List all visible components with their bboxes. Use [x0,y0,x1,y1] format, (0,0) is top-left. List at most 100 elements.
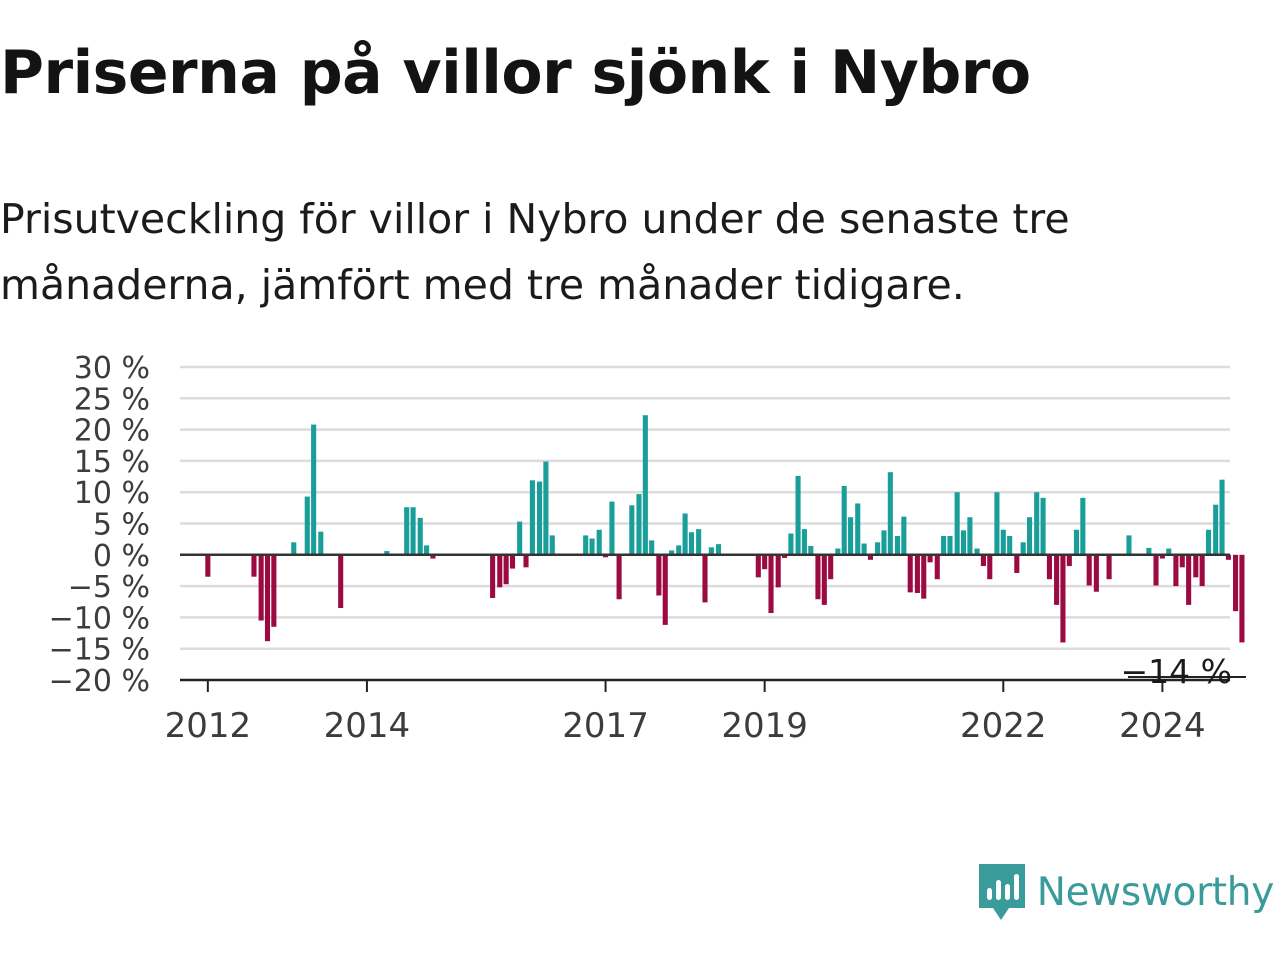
bar [291,542,297,555]
bar [509,554,516,569]
bar [258,554,264,621]
bar [954,492,960,555]
bar [1046,554,1052,580]
bar [960,530,967,555]
gridlines [180,365,1230,650]
bar [1173,554,1179,587]
bar [768,554,774,614]
y-tick-label: −10 % [49,601,150,636]
bar [1034,492,1040,555]
bar [795,475,801,555]
y-tick-label: 0 % [93,539,150,574]
x-axis: 2012 2014 2017 2019 2022 2024 [165,680,1206,746]
bar [1020,542,1026,555]
bar [497,554,503,588]
bar [523,554,529,568]
bar [616,554,622,600]
bar [901,516,907,555]
bar [537,481,543,555]
bar [1213,504,1219,555]
x-tick-label: 2014 [324,706,411,746]
bar [529,480,535,555]
last-value-label: −14 % [1121,652,1233,691]
bar [815,554,821,600]
y-tick-label: 25 % [74,382,150,417]
bar [1166,548,1172,555]
bar [503,554,509,585]
bar [1186,554,1192,605]
bar [417,517,423,555]
bar [1126,535,1132,555]
bar [907,554,913,593]
bar [987,554,993,580]
bar [430,554,436,559]
bar [696,529,702,555]
bar [1146,547,1152,555]
bar [881,530,887,555]
bar [490,554,496,598]
bar [808,546,814,555]
bar [384,551,390,555]
bar [662,554,668,625]
bar [1027,517,1033,555]
bar [424,545,430,555]
bar [410,507,416,555]
bar [801,529,807,555]
bar [549,535,555,555]
bar [887,472,893,555]
bar [404,507,410,555]
bar [1225,554,1231,560]
bar [828,554,834,580]
bar [1073,529,1080,555]
bar [311,424,317,555]
bar [994,492,1000,555]
bar [755,554,761,578]
bar [1239,554,1245,643]
bar [980,554,986,567]
bar [609,501,615,555]
bar [649,540,655,555]
y-axis-labels: 30 %25 %20 %15 %10 %5 %0 %−5 %−10 %−15 %… [49,351,150,699]
bar [1054,554,1060,605]
bar-series [205,415,1245,643]
bar [855,503,861,555]
bar [583,535,589,555]
bar [1159,554,1165,559]
bar [543,461,549,555]
bar [642,415,648,555]
bar [1040,497,1046,555]
x-tick-label: 2017 [562,706,649,746]
bar [629,505,635,555]
bar [927,554,933,563]
bar [867,554,873,560]
bar [762,554,768,570]
y-tick-label: 15 % [74,445,150,480]
bar [589,538,595,555]
x-tick-label: 2022 [960,706,1047,746]
y-tick-label: −20 % [49,664,150,699]
bar [702,554,708,603]
bar [251,554,257,577]
x-tick-label: 2012 [165,706,252,746]
bar [974,548,980,555]
bar [676,545,682,555]
x-tick-label: 2019 [721,706,808,746]
bar [875,542,881,555]
bar [318,531,324,555]
bar [848,517,854,555]
bar [656,554,662,596]
bar [1086,554,1092,586]
bar [894,536,901,555]
bar [914,554,920,593]
y-tick-label: −5 % [68,570,150,605]
brand-logo: Newsworthy [977,862,1274,922]
bar [934,554,940,580]
bar [788,533,794,555]
bar [1014,554,1020,573]
bar [636,494,642,555]
bar [782,554,788,558]
bar [688,532,695,555]
bar [682,513,688,555]
y-tick-label: 30 % [74,351,150,386]
bar [205,554,211,577]
